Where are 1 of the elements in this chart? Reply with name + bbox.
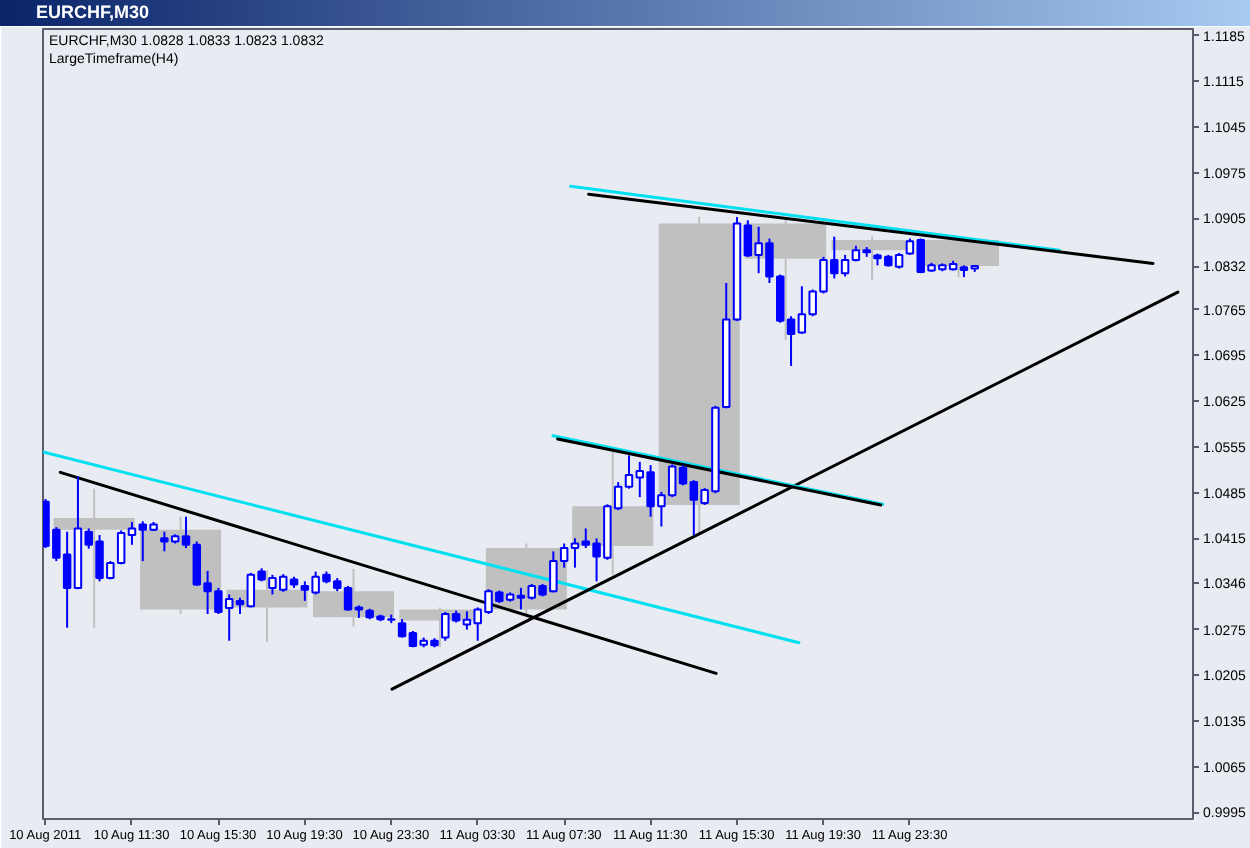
chart-title: EURCHF,M30 xyxy=(36,0,150,26)
